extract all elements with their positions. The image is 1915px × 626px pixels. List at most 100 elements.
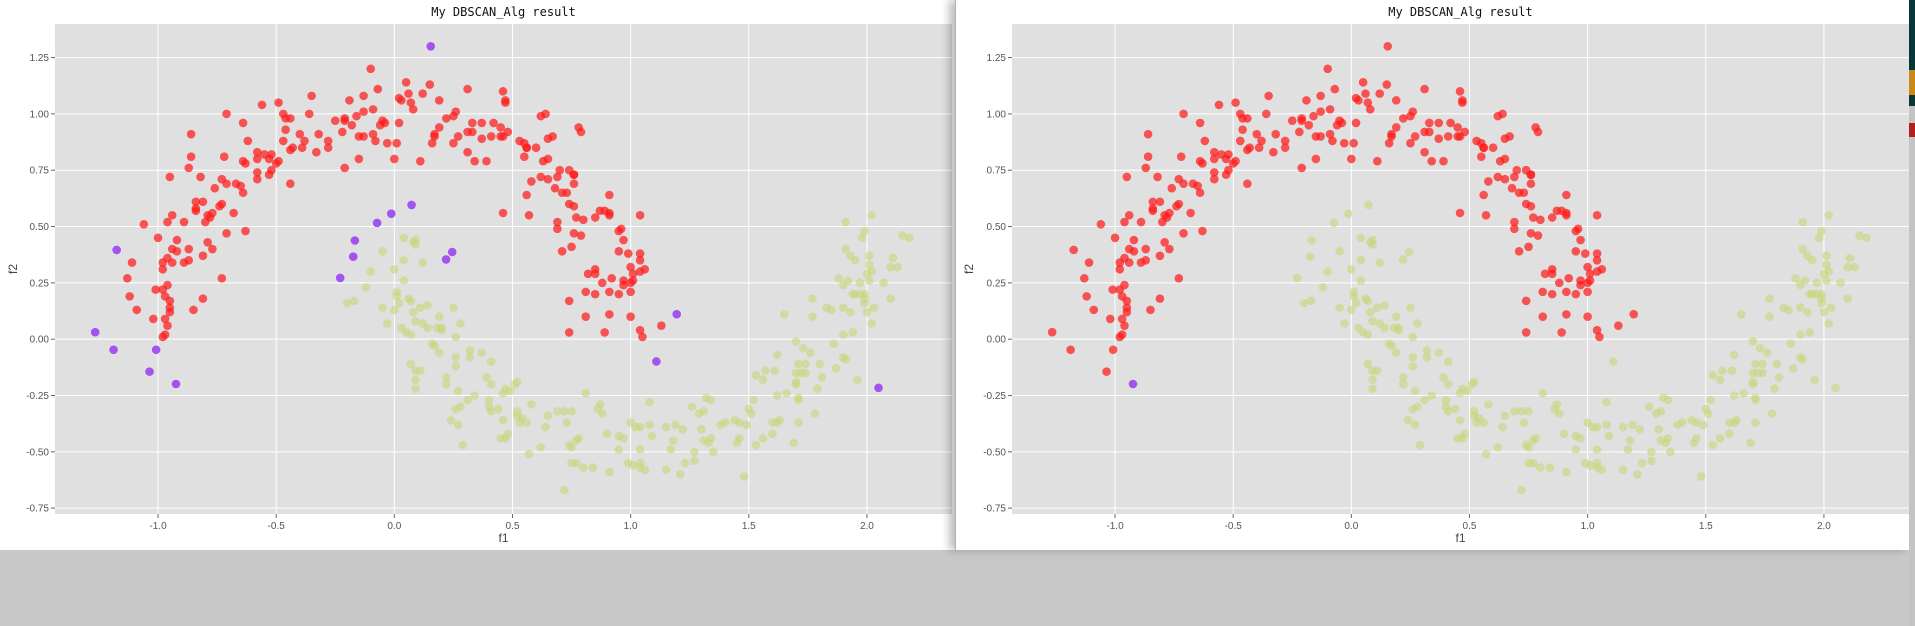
data-point-cluster-1	[1136, 258, 1146, 267]
data-point-cluster-2	[720, 418, 730, 427]
data-point-cluster-2	[1493, 443, 1503, 452]
data-point-cluster-2	[813, 384, 822, 394]
data-point-cluster-2	[1751, 395, 1760, 405]
data-point-cluster-2	[1824, 319, 1833, 328]
data-point-cluster-1	[307, 91, 316, 101]
data-point-cluster-2	[1817, 289, 1826, 299]
x-tick-label: -0.5	[268, 521, 286, 532]
data-point-cluster-1	[149, 314, 158, 324]
data-point-cluster-2	[423, 301, 432, 310]
data-point-cluster-1	[1339, 138, 1349, 148]
data-point-cluster-1	[151, 285, 160, 294]
data-point-cluster-1	[1505, 132, 1514, 141]
data-point-cluster-1	[1562, 208, 1571, 218]
data-point-noise	[335, 273, 345, 283]
plot-window-left: My DBSCAN_Alg result -1.0 -0.5 0.0 0.5 1.0 1.5…	[0, 0, 958, 550]
data-point-cluster-1	[553, 172, 562, 182]
data-point-cluster-1	[1174, 174, 1184, 184]
data-point-cluster-2	[430, 341, 439, 351]
data-point-cluster-2	[378, 247, 387, 256]
data-point-cluster-1	[1155, 294, 1165, 303]
data-point-cluster-1	[1387, 129, 1396, 139]
x-tick-label: 0.5	[1463, 521, 1477, 532]
data-point-cluster-1	[1108, 285, 1117, 294]
data-point-cluster-1	[1228, 159, 1238, 168]
data-point-cluster-2	[1467, 379, 1477, 389]
data-point-cluster-2	[1708, 370, 1718, 380]
data-point-cluster-2	[442, 373, 451, 382]
data-point-cluster-1	[468, 118, 477, 128]
data-point-cluster-1	[191, 197, 201, 207]
data-point-cluster-1	[158, 258, 168, 267]
data-point-cluster-2	[1696, 472, 1706, 481]
data-point-cluster-1	[543, 174, 553, 184]
data-point-cluster-1	[1143, 129, 1153, 139]
data-point-cluster-2	[801, 368, 810, 378]
data-point-cluster-2	[503, 429, 513, 439]
data-point-cluster-2	[1368, 384, 1377, 394]
data-point-cluster-2	[857, 233, 867, 243]
data-point-cluster-2	[1663, 395, 1673, 405]
data-point-cluster-1	[1214, 100, 1224, 110]
data-point-cluster-1	[605, 287, 614, 297]
data-point-cluster-2	[392, 292, 401, 301]
data-point-cluster-1	[1096, 219, 1106, 229]
data-point-cluster-2	[791, 337, 801, 346]
data-point-cluster-1	[1157, 217, 1167, 227]
data-point-cluster-1	[1427, 156, 1436, 166]
data-point-cluster-2	[1394, 325, 1403, 335]
data-point-cluster-1	[1498, 109, 1507, 119]
data-point-cluster-2	[486, 406, 496, 416]
points-layer	[1047, 42, 1871, 495]
data-point-cluster-1	[619, 235, 628, 245]
data-point-cluster-1	[1280, 136, 1290, 146]
data-point-cluster-1	[1155, 197, 1165, 207]
data-point-cluster-2	[342, 298, 352, 308]
data-point-cluster-1	[626, 262, 635, 272]
data-point-cluster-2	[1363, 359, 1373, 369]
data-point-cluster-2	[1347, 265, 1356, 274]
data-point-cluster-1	[1082, 292, 1091, 301]
y-tick-label: 0.25	[987, 278, 1007, 289]
y-tick-label: -0.25	[983, 391, 1006, 402]
data-point-cluster-1	[489, 118, 498, 128]
data-point-cluster-2	[661, 422, 671, 432]
data-point-cluster-2	[1443, 406, 1453, 416]
y-tick-label: -0.50	[26, 447, 49, 458]
data-point-cluster-1	[392, 138, 401, 148]
data-point-cluster-2	[510, 379, 520, 389]
data-point-cluster-2	[1850, 262, 1859, 272]
data-point-cluster-2	[1800, 276, 1810, 285]
data-point-cluster-2	[1748, 337, 1758, 346]
data-point-cluster-1	[165, 172, 175, 182]
data-point-cluster-1	[252, 147, 262, 157]
data-point-cluster-1	[1155, 251, 1165, 261]
data-point-noise	[652, 357, 661, 366]
y-tick-label: 0.00	[987, 335, 1007, 346]
data-point-cluster-1	[1311, 154, 1321, 164]
data-point-cluster-1	[1595, 332, 1604, 342]
data-point-cluster-2	[456, 319, 465, 328]
data-point-cluster-1	[1141, 244, 1151, 254]
data-point-cluster-2	[869, 303, 879, 312]
data-point-cluster-2	[1602, 420, 1611, 430]
data-point-cluster-1	[463, 84, 472, 94]
data-point-cluster-2	[635, 445, 645, 454]
data-point-cluster-2	[399, 233, 409, 243]
data-point-cluster-1	[1526, 228, 1536, 238]
data-point-cluster-2	[1422, 346, 1432, 355]
data-point-cluster-1	[278, 136, 288, 146]
data-point-cluster-1	[1536, 215, 1545, 225]
data-point-cluster-1	[1488, 143, 1498, 152]
data-point-cluster-1	[1592, 249, 1602, 258]
data-point-cluster-1	[605, 310, 614, 319]
data-point-cluster-1	[286, 179, 295, 189]
data-point-cluster-2	[817, 373, 827, 382]
data-point-cluster-1	[1179, 109, 1188, 119]
x-axis-label: f1	[498, 531, 508, 545]
data-point-cluster-2	[1351, 298, 1361, 308]
data-point-cluster-1	[1592, 267, 1602, 276]
data-point-cluster-2	[399, 276, 409, 285]
data-point-cluster-2	[1387, 341, 1396, 351]
y-axis-label: f2	[6, 264, 20, 274]
